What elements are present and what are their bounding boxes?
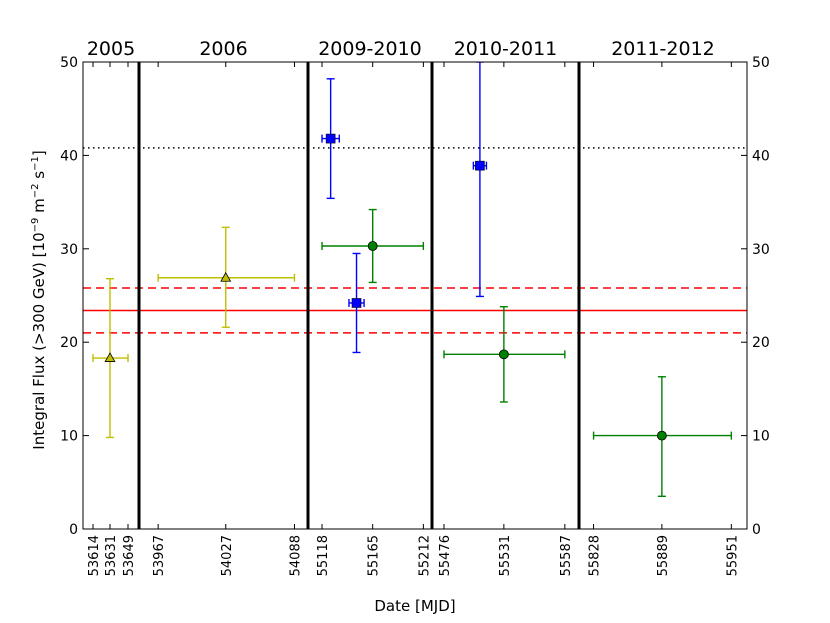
ytick-label-right-10: 10 — [752, 429, 770, 445]
data-point-circle-2-0 — [367, 241, 378, 251]
y-axis-label: Integral Flux (>300 GeV) [10−9 m−2 s−1] — [30, 150, 48, 449]
xtick-label-53649: 53649 — [122, 535, 137, 576]
xtick-label-55828: 55828 — [588, 535, 603, 576]
xtick-label-55212: 55212 — [417, 535, 432, 576]
ytick-label-right-20: 20 — [752, 335, 770, 351]
xtick-label-55587: 55587 — [559, 535, 574, 576]
y-axis-label-part-1: −9 — [30, 218, 41, 233]
ytick-label-left-20: 20 — [60, 335, 78, 351]
xtick-label-53631: 53631 — [104, 535, 119, 576]
xtick-label-55165: 55165 — [367, 535, 382, 576]
xtick-label-55118: 55118 — [316, 535, 331, 576]
data-point-square-2-1 — [351, 298, 362, 308]
data-point-square-2-0 — [325, 133, 336, 144]
y-axis-label-part-6: ] — [30, 150, 48, 156]
xtick-label-53967: 53967 — [152, 535, 167, 576]
ytick-label-right-30: 30 — [752, 242, 770, 258]
data-point-triangle-0-0 — [104, 352, 116, 362]
ytick-label-right-40: 40 — [752, 148, 770, 164]
ytick-label-right-50: 50 — [752, 55, 770, 71]
plot-area — [83, 62, 747, 498]
x-axis-label: Date [MJD] — [374, 597, 455, 615]
data-point-square-3-2 — [475, 160, 485, 171]
panel-title-2010-2011: 2010-2011 — [454, 38, 558, 60]
data-point-circle-4-2 — [656, 430, 667, 441]
panel-title-2011-2012: 2011-2012 — [611, 38, 715, 60]
ytick-label-right-0: 0 — [752, 522, 761, 538]
y-axis-label-part-2: m — [30, 198, 48, 217]
xtick-label-54027: 54027 — [220, 535, 235, 576]
xtick-label-55476: 55476 — [438, 535, 453, 576]
panel-title-2006: 2006 — [199, 38, 247, 60]
y-axis-label-part-5: −1 — [30, 156, 41, 171]
plot-frame — [82, 61, 748, 530]
xtick-label-55951: 55951 — [725, 535, 740, 576]
y-axis-label-part-0: Integral Flux (>300 GeV) [10 — [30, 232, 48, 449]
xtick-label-55889: 55889 — [656, 535, 671, 576]
panel-title-2009-2010: 2009-2010 — [318, 38, 422, 60]
data-point-circle-3-1 — [498, 349, 509, 360]
xtick-label-55531: 55531 — [498, 535, 513, 576]
data-point-triangle-1-1 — [220, 271, 232, 282]
xtick-label-53614: 53614 — [87, 535, 102, 576]
ytick-label-left-40: 40 — [60, 148, 78, 164]
ytick-label-left-0: 0 — [69, 522, 78, 538]
ytick-label-left-30: 30 — [60, 242, 78, 258]
ytick-label-left-10: 10 — [60, 429, 78, 445]
panel-title-2005: 2005 — [87, 38, 135, 60]
y-axis-label-part-4: s — [30, 171, 48, 184]
y-axis-label-part-3: −2 — [30, 184, 41, 199]
xtick-label-54088: 54088 — [288, 535, 303, 576]
ytick-label-left-50: 50 — [60, 55, 78, 71]
